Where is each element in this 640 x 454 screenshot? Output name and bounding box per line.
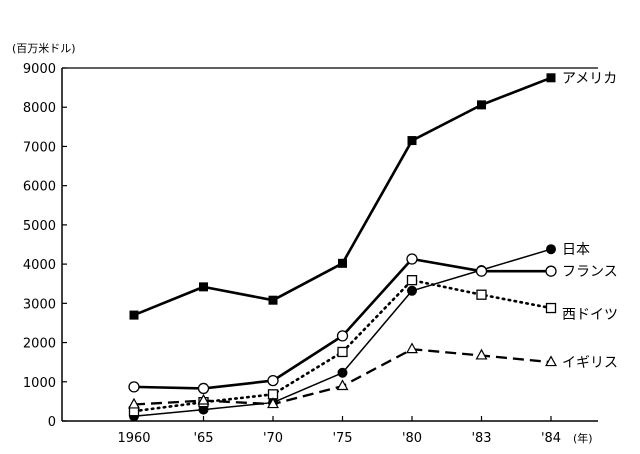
x-tick-label: '65	[193, 431, 213, 446]
series-line	[133, 76, 552, 317]
open-triangle-marker	[267, 397, 279, 409]
series-3	[128, 253, 557, 395]
series-4	[128, 275, 557, 417]
open-square-marker	[476, 289, 487, 300]
open-triangle-marker	[336, 379, 349, 391]
filled-square-marker	[546, 73, 556, 83]
y-tick-label: 3000	[23, 297, 56, 312]
x-tick-label: '75	[332, 431, 352, 446]
filled-square-marker	[338, 258, 347, 268]
series-1	[129, 73, 556, 320]
y-axis-unit-label: (百万米ドル)	[12, 42, 76, 55]
open-square-marker	[337, 346, 348, 358]
filled-square-marker	[407, 136, 417, 146]
series-label: 西ドイツ	[562, 307, 618, 323]
open-triangle-marker	[406, 342, 418, 354]
filled-square-marker	[268, 295, 278, 305]
filled-circle-marker	[337, 367, 348, 378]
x-tick-label: '80	[402, 431, 422, 446]
open-triangle-marker	[128, 397, 140, 409]
open-triangle-marker	[197, 393, 210, 405]
x-tick-label: '70	[263, 431, 283, 446]
x-tick-label: 1960	[117, 431, 150, 446]
open-circle-marker	[128, 381, 140, 393]
open-square-marker	[406, 275, 418, 286]
filled-circle-marker	[546, 244, 556, 255]
series-label: フランス	[562, 264, 618, 280]
x-axis-unit-label: (年)	[573, 431, 593, 445]
y-tick-label: 9000	[23, 62, 56, 77]
y-tick-label: 4000	[23, 258, 56, 273]
open-triangle-marker	[475, 348, 488, 360]
y-tick-label: 6000	[23, 180, 56, 195]
open-circle-marker	[336, 330, 349, 342]
x-tick-label: '84	[541, 431, 561, 446]
labels-layer: 0 1000 2000 3000 4000 5000 6000 7000 8000 9000 196…	[12, 42, 618, 446]
series-layer	[128, 73, 557, 422]
series-label: 日本	[562, 242, 590, 258]
series-label: イギリス	[562, 355, 618, 371]
filled-square-marker	[477, 100, 486, 110]
open-triangle-marker	[545, 355, 557, 367]
open-circle-marker	[197, 382, 210, 395]
series-label: アメリカ	[562, 71, 617, 87]
series-line	[132, 278, 553, 413]
y-tick-label: 8000	[23, 101, 56, 116]
y-tick-label: 0	[48, 415, 56, 430]
open-square-marker	[545, 302, 557, 314]
axes	[61, 67, 598, 422]
x-tick-label: '83	[471, 431, 491, 446]
filled-circle-marker	[407, 285, 417, 296]
open-circle-marker	[545, 265, 557, 277]
series-5	[128, 342, 557, 409]
y-tick-label: 1000	[23, 376, 56, 391]
filled-square-marker	[199, 282, 208, 292]
y-tick-label: 5000	[23, 219, 56, 234]
filled-square-marker	[129, 310, 139, 320]
y-tick-label: 7000	[23, 140, 56, 155]
open-circle-marker	[475, 265, 488, 277]
y-tick-label: 2000	[23, 337, 56, 352]
open-circle-marker	[406, 253, 418, 265]
open-circle-marker	[267, 374, 279, 387]
